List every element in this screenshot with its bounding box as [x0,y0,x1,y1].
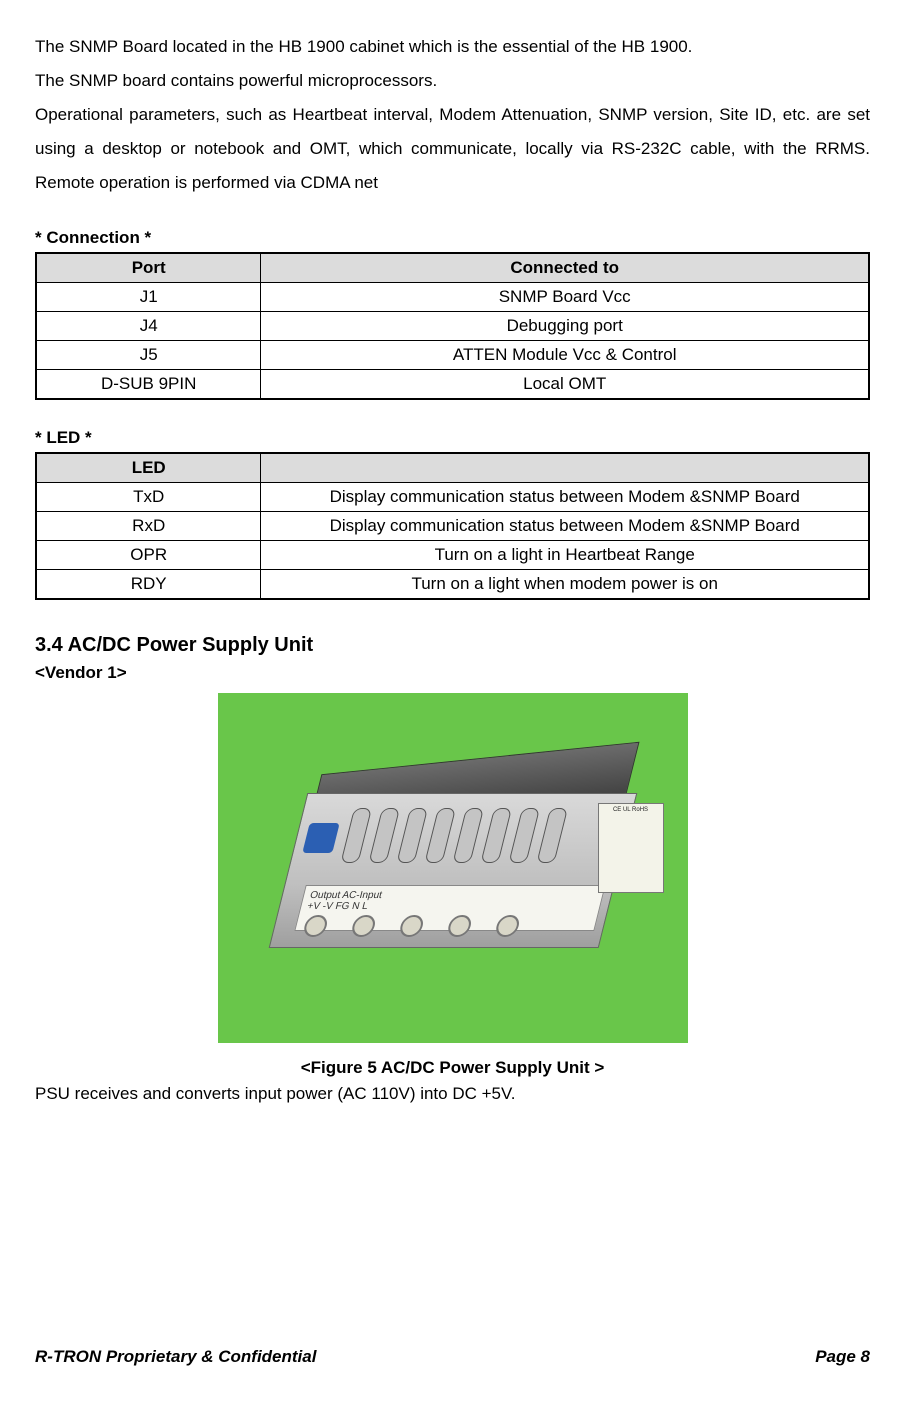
psu-cert-sticker: CE UL RoHS [598,803,664,893]
table-row: J1 SNMP Board Vcc [36,283,869,312]
led-name: RDY [36,570,261,600]
connection-connected: Debugging port [261,312,869,341]
table-row: D-SUB 9PIN Local OMT [36,370,869,400]
connection-table: Port Connected to J1 SNMP Board Vcc J4 D… [35,252,870,400]
psu-figure-image: Output AC-Input +V -V FG N L CE UL RoHS [218,693,688,1043]
led-desc: Turn on a light when modem power is on [261,570,869,600]
intro-line-3: Operational parameters, such as Heartbea… [35,98,870,200]
intro-line-1: The SNMP Board located in the HB 1900 ca… [35,30,870,64]
table-row: OPR Turn on a light in Heartbeat Range [36,541,869,570]
connection-port: D-SUB 9PIN [36,370,261,400]
footer-right: Page 8 [815,1347,870,1367]
table-row: RDY Turn on a light when modem power is … [36,570,869,600]
psu-strip-text: Output AC-Input [308,890,597,901]
connection-port: J5 [36,341,261,370]
connection-connected: Local OMT [261,370,869,400]
figure-caption: <Figure 5 AC/DC Power Supply Unit > [35,1058,870,1078]
connection-section-label: * Connection * [35,228,870,248]
led-section-label: * LED * [35,428,870,448]
psu-description: PSU receives and converts input power (A… [35,1084,870,1104]
led-header-desc [261,453,869,483]
page-footer: R-TRON Proprietary & Confidential Page 8 [35,1347,870,1367]
table-row: RxD Display communication status between… [36,512,869,541]
led-name: TxD [36,483,261,512]
psu-terminals [300,915,547,942]
led-desc: Display communication status between Mod… [261,483,869,512]
led-name: RxD [36,512,261,541]
intro-line-2: The SNMP board contains powerful micropr… [35,64,870,98]
table-row: J5 ATTEN Module Vcc & Control [36,341,869,370]
connection-header-port: Port [36,253,261,283]
led-name: OPR [36,541,261,570]
connection-port: J4 [36,312,261,341]
led-desc: Turn on a light in Heartbeat Range [261,541,869,570]
psu-strip-sub: +V -V FG N L [306,901,595,912]
connection-port: J1 [36,283,261,312]
table-row: TxD Display communication status between… [36,483,869,512]
led-table: LED TxD Display communication status bet… [35,452,870,600]
vendor-label: <Vendor 1> [35,663,870,683]
psu-vents [304,808,610,873]
connection-connected: SNMP Board Vcc [261,283,869,312]
psu-figure-wrap: Output AC-Input +V -V FG N L CE UL RoHS [35,693,870,1048]
led-header-led: LED [36,453,261,483]
table-row: J4 Debugging port [36,312,869,341]
connection-connected: ATTEN Module Vcc & Control [261,341,869,370]
led-desc: Display communication status between Mod… [261,512,869,541]
footer-left: R-TRON Proprietary & Confidential [35,1347,316,1367]
psu-section-heading: 3.4 AC/DC Power Supply Unit [35,634,870,657]
connection-header-connected: Connected to [261,253,869,283]
